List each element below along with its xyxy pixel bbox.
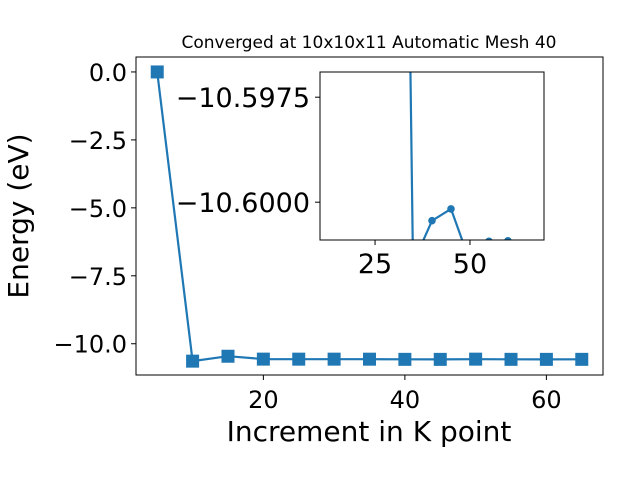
inset-x-tick-label: 25 [358, 249, 392, 280]
main-plot-area [135, 56, 604, 376]
inset-plot-area [319, 71, 545, 241]
inset-data-point-marker [485, 237, 493, 240]
data-point-marker [256, 352, 270, 366]
data-point-marker [575, 352, 589, 366]
inset-plot-background [320, 72, 544, 240]
x-tick-label: 20 [248, 386, 279, 414]
data-point-marker [327, 352, 341, 366]
y-tick-label: 0.0 [89, 59, 127, 87]
data-point-marker [292, 352, 306, 366]
x-tick-label: 60 [531, 386, 562, 414]
inset-x-tick-label: 50 [453, 249, 487, 280]
inset-axis-ticks: 25 50 −10.6000 −10.5975 [176, 83, 487, 280]
data-point-marker [469, 352, 483, 366]
inset-series [409, 72, 512, 240]
y-tick-label: −5.0 [69, 195, 127, 223]
y-axis-label: Energy (eV) [2, 133, 35, 298]
y-tick-label: −2.5 [69, 127, 127, 155]
data-point-marker [398, 352, 412, 366]
data-point-marker [221, 349, 235, 363]
data-point-marker [363, 352, 376, 366]
data-point-marker [539, 352, 553, 366]
inset-y-tick-label: −10.5975 [176, 83, 310, 114]
main-series [150, 65, 589, 368]
x-tick-label: 40 [390, 386, 421, 414]
inset-data-point-marker [447, 205, 455, 213]
data-point-marker [433, 352, 447, 366]
data-point-marker [504, 352, 518, 366]
y-tick-label: −10.0 [53, 331, 127, 359]
inset-data-point-marker [504, 237, 512, 240]
data-point-marker [150, 65, 164, 79]
main-axis-ticks: 20 40 60 0.0 −2.5 −5.0 −7.5 −10.0 [53, 59, 561, 414]
inset-y-tick-label: −10.6000 [176, 188, 310, 219]
inset-data-point-marker [428, 216, 436, 225]
inset-energy-line [409, 72, 510, 240]
x-axis-label: Increment in K point [227, 415, 512, 448]
data-point-marker [186, 354, 200, 368]
chart-title: Converged at 10x10x11 Automatic Mesh 40 [182, 33, 557, 53]
y-tick-label: −7.5 [69, 263, 127, 291]
